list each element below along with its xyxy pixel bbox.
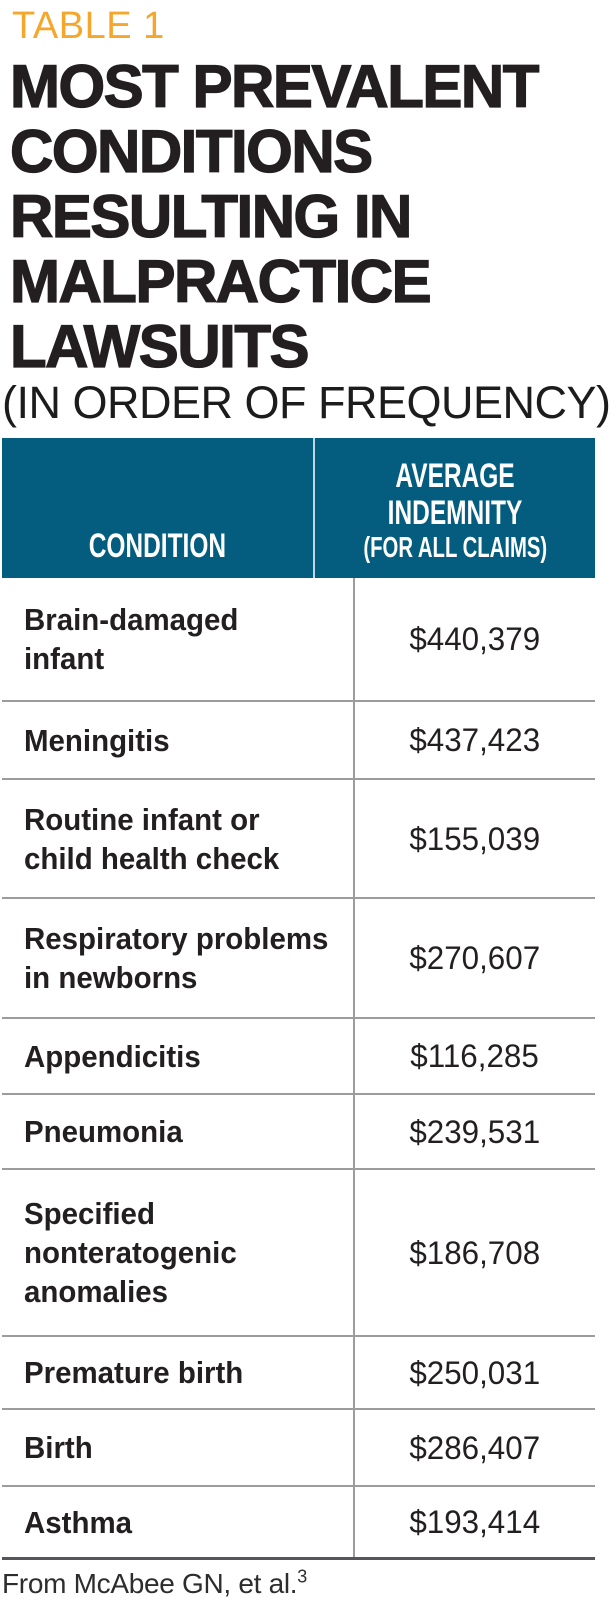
- header-cell-condition: CONDITION: [2, 438, 315, 578]
- condition-text: Routine infant or child health check: [24, 801, 280, 876]
- table-row: Meningitis $437,423: [2, 700, 595, 778]
- indemnity-column-header: AVERAGE INDEMNITY: [387, 457, 523, 532]
- condition-text: Birth: [24, 1430, 93, 1465]
- indemnity-value: $250,031: [409, 1354, 541, 1391]
- table-label: TABLE 1: [12, 5, 165, 47]
- condition-cell: Appendicitis: [2, 1019, 355, 1093]
- indemnity-cell: $239,531: [355, 1095, 595, 1168]
- condition-text: Meningitis: [24, 722, 170, 758]
- indemnity-cell: $116,285: [355, 1019, 595, 1093]
- condition-text: Pneumonia: [24, 1114, 183, 1149]
- source-footnote: From McAbee GN, et al.3: [2, 1568, 616, 1600]
- condition-text: Brain-damaged infant: [24, 602, 239, 676]
- table-row: Pneumonia $239,531: [2, 1093, 595, 1168]
- condition-cell: Meningitis: [2, 702, 355, 778]
- indemnity-cell: $440,379: [355, 578, 595, 700]
- condition-text: Premature birth: [24, 1355, 244, 1390]
- table-row: Birth $286,407: [2, 1408, 595, 1485]
- indemnity-cell: $193,414: [355, 1487, 595, 1557]
- condition-text: Specified nonteratogenic anomalies: [24, 1196, 237, 1309]
- malpractice-table: CONDITION AVERAGE INDEMNITY (FOR ALL CLA…: [2, 438, 595, 1560]
- indemnity-column-header-note: (FOR ALL CLAIMS): [363, 532, 547, 564]
- indemnity-value: $270,607: [409, 940, 541, 976]
- indemnity-cell: $270,607: [355, 899, 595, 1017]
- indemnity-value: $193,414: [409, 1504, 541, 1540]
- page-title: MOST PREVALENT CONDITIONS RESULTING IN M…: [9, 53, 540, 380]
- table-row: Brain-damaged infant $440,379: [2, 578, 595, 700]
- table-row: Respiratory problems in newborns $270,60…: [2, 897, 595, 1017]
- condition-cell: Specified nonteratogenic anomalies: [2, 1170, 355, 1335]
- table-row: Asthma $193,414: [2, 1485, 595, 1557]
- table-row: Routine infant or child health check $15…: [2, 778, 595, 897]
- indemnity-cell: $155,039: [355, 780, 595, 897]
- footnote-text: From McAbee GN, et al.: [2, 1568, 298, 1599]
- condition-cell: Premature birth: [2, 1337, 355, 1408]
- condition-cell: Brain-damaged infant: [2, 578, 355, 700]
- indemnity-value: $437,423: [409, 722, 541, 758]
- indemnity-cell: $186,708: [355, 1170, 595, 1335]
- condition-cell: Pneumonia: [2, 1095, 355, 1168]
- indemnity-cell: $250,031: [355, 1337, 595, 1408]
- condition-text: Appendicitis: [24, 1038, 201, 1074]
- condition-column-header: CONDITION: [88, 527, 227, 565]
- table-row: Appendicitis $116,285: [2, 1017, 595, 1093]
- indemnity-value: $286,407: [409, 1429, 541, 1466]
- condition-text: Respiratory problems in newborns: [24, 921, 329, 995]
- table-row: Specified nonteratogenic anomalies $186,…: [2, 1168, 595, 1335]
- condition-cell: Routine infant or child health check: [2, 780, 355, 897]
- footnote-reference-number: 3: [297, 1566, 307, 1587]
- table-row: Premature birth $250,031: [2, 1335, 595, 1408]
- condition-cell: Asthma: [2, 1487, 355, 1557]
- table-header-row: CONDITION AVERAGE INDEMNITY (FOR ALL CLA…: [2, 438, 595, 578]
- header-cell-indemnity: AVERAGE INDEMNITY (FOR ALL CLAIMS): [315, 438, 595, 578]
- page-subtitle: (IN ORDER OF FREQUENCY): [2, 377, 611, 428]
- condition-text: Asthma: [24, 1504, 133, 1540]
- condition-cell: Birth: [2, 1410, 355, 1485]
- indemnity-value: $116,285: [410, 1038, 540, 1074]
- indemnity-value: $440,379: [409, 621, 541, 657]
- indemnity-cell: $437,423: [355, 702, 595, 778]
- table-body: Brain-damaged infant $440,379 Meningitis…: [2, 578, 595, 1557]
- condition-cell: Respiratory problems in newborns: [2, 899, 355, 1017]
- indemnity-cell: $286,407: [355, 1410, 595, 1485]
- indemnity-value: $155,039: [409, 820, 541, 857]
- indemnity-value: $186,708: [409, 1234, 541, 1271]
- indemnity-value: $239,531: [409, 1113, 541, 1150]
